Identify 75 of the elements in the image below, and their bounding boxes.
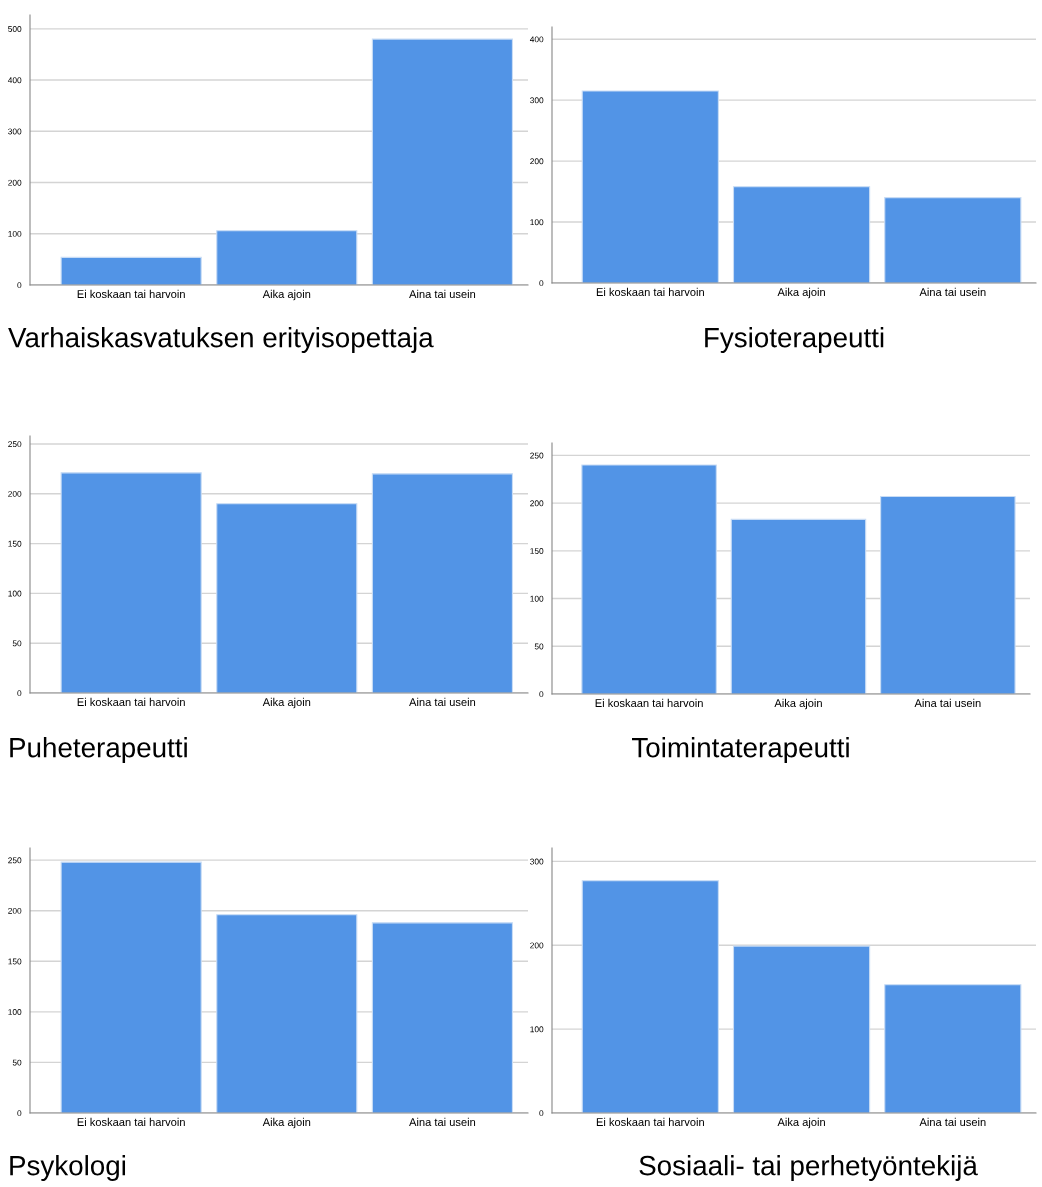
text: Puheterapeutti <box>10 737 187 763</box>
x-tick-label: Ei koskaan tai harvoin <box>77 1117 185 1127</box>
bar <box>371 473 513 693</box>
bar <box>884 984 1022 1113</box>
bar <box>581 90 719 283</box>
x-tick-label: Aina tai usein <box>919 287 986 297</box>
x-tick-label: Aika ajoin <box>262 697 311 709</box>
x-tick-label: Aika ajoin <box>262 289 311 301</box>
y-tick-label: 100 <box>8 590 22 597</box>
bar <box>581 880 719 1113</box>
x-tick-label: Ei koskaan tai harvoin <box>596 287 704 297</box>
x-tick-label: Ei koskaan tai harvoin <box>77 697 185 707</box>
y-tick-label: 150 <box>8 540 22 547</box>
y-tick-label: 100 <box>530 219 544 226</box>
y-tick-label: 100 <box>530 595 544 602</box>
bar <box>732 186 871 283</box>
y-tick-label: 200 <box>530 500 544 507</box>
y-tick-label: 0 <box>539 280 544 287</box>
bar <box>730 518 867 694</box>
y-tick-label: 100 <box>8 1009 22 1015</box>
bar <box>60 472 202 693</box>
bar <box>732 945 871 1113</box>
text: Toimintaterapeutti <box>632 737 849 763</box>
bar <box>880 495 1016 694</box>
y-tick-label: 200 <box>8 490 22 497</box>
y-tick-label: 150 <box>530 548 544 554</box>
text: Varhaiskasvatuksen erityisopettaja <box>8 327 434 353</box>
y-tick-label: 50 <box>12 640 22 647</box>
y-tick-label: 0 <box>17 1110 22 1117</box>
x-tick-label: Ei koskaan tai harvoin <box>596 1117 704 1127</box>
y-tick-label: 250 <box>8 857 22 864</box>
y-tick-label: 400 <box>7 77 22 84</box>
y-tick-label: 0 <box>17 282 22 289</box>
x-tick-label: Aika ajoin <box>777 1117 825 1129</box>
x-tick-label: Aina tai usein <box>914 698 981 708</box>
text: Fysioterapeutti <box>705 327 884 353</box>
y-tick-label: 150 <box>8 958 22 965</box>
bar <box>581 464 717 694</box>
y-tick-label: 100 <box>8 230 22 237</box>
x-tick-label: Ei koskaan tai harvoin <box>595 698 703 708</box>
bar <box>216 914 358 1113</box>
y-tick-label: 200 <box>8 907 22 914</box>
bar <box>216 230 358 285</box>
x-tick-label: Aina tai usein <box>409 697 476 707</box>
bar <box>884 197 1022 283</box>
y-tick-label: 0 <box>539 1110 544 1117</box>
y-tick-label: 200 <box>8 179 22 186</box>
y-tick-label: 0 <box>539 691 544 698</box>
y-tick-label: 200 <box>530 158 544 165</box>
y-tick-label: 200 <box>530 942 544 949</box>
y-tick-label: 400 <box>529 36 544 43</box>
bar <box>216 503 358 693</box>
x-tick-label: Aika ajoin <box>262 1117 311 1129</box>
x-tick-label: Aika ajoin <box>774 698 822 710</box>
y-tick-label: 500 <box>8 26 22 32</box>
y-tick-label: 300 <box>8 128 22 135</box>
text: Sosiaali- tai perhetyöntekijä <box>639 1155 978 1181</box>
y-tick-label: 0 <box>17 690 22 697</box>
bar <box>371 922 513 1113</box>
y-tick-label: 300 <box>530 97 544 104</box>
x-tick-label: Aika ajoin <box>777 287 825 299</box>
y-tick-label: 50 <box>12 1059 22 1066</box>
text: Psykologi <box>10 1155 126 1181</box>
x-tick-label: Aina tai usein <box>409 289 476 299</box>
bar <box>60 256 202 285</box>
x-tick-label: Aina tai usein <box>409 1117 476 1127</box>
x-tick-label: Ei koskaan tai harvoin <box>77 289 185 299</box>
bar <box>60 861 202 1113</box>
y-tick-label: 50 <box>534 643 544 650</box>
y-tick-label: 250 <box>530 452 544 459</box>
y-tick-label: 250 <box>8 441 22 448</box>
x-tick-label: Aina tai usein <box>919 1117 986 1127</box>
bar <box>371 38 513 285</box>
y-tick-label: 300 <box>530 858 544 865</box>
y-tick-label: 100 <box>530 1026 544 1033</box>
